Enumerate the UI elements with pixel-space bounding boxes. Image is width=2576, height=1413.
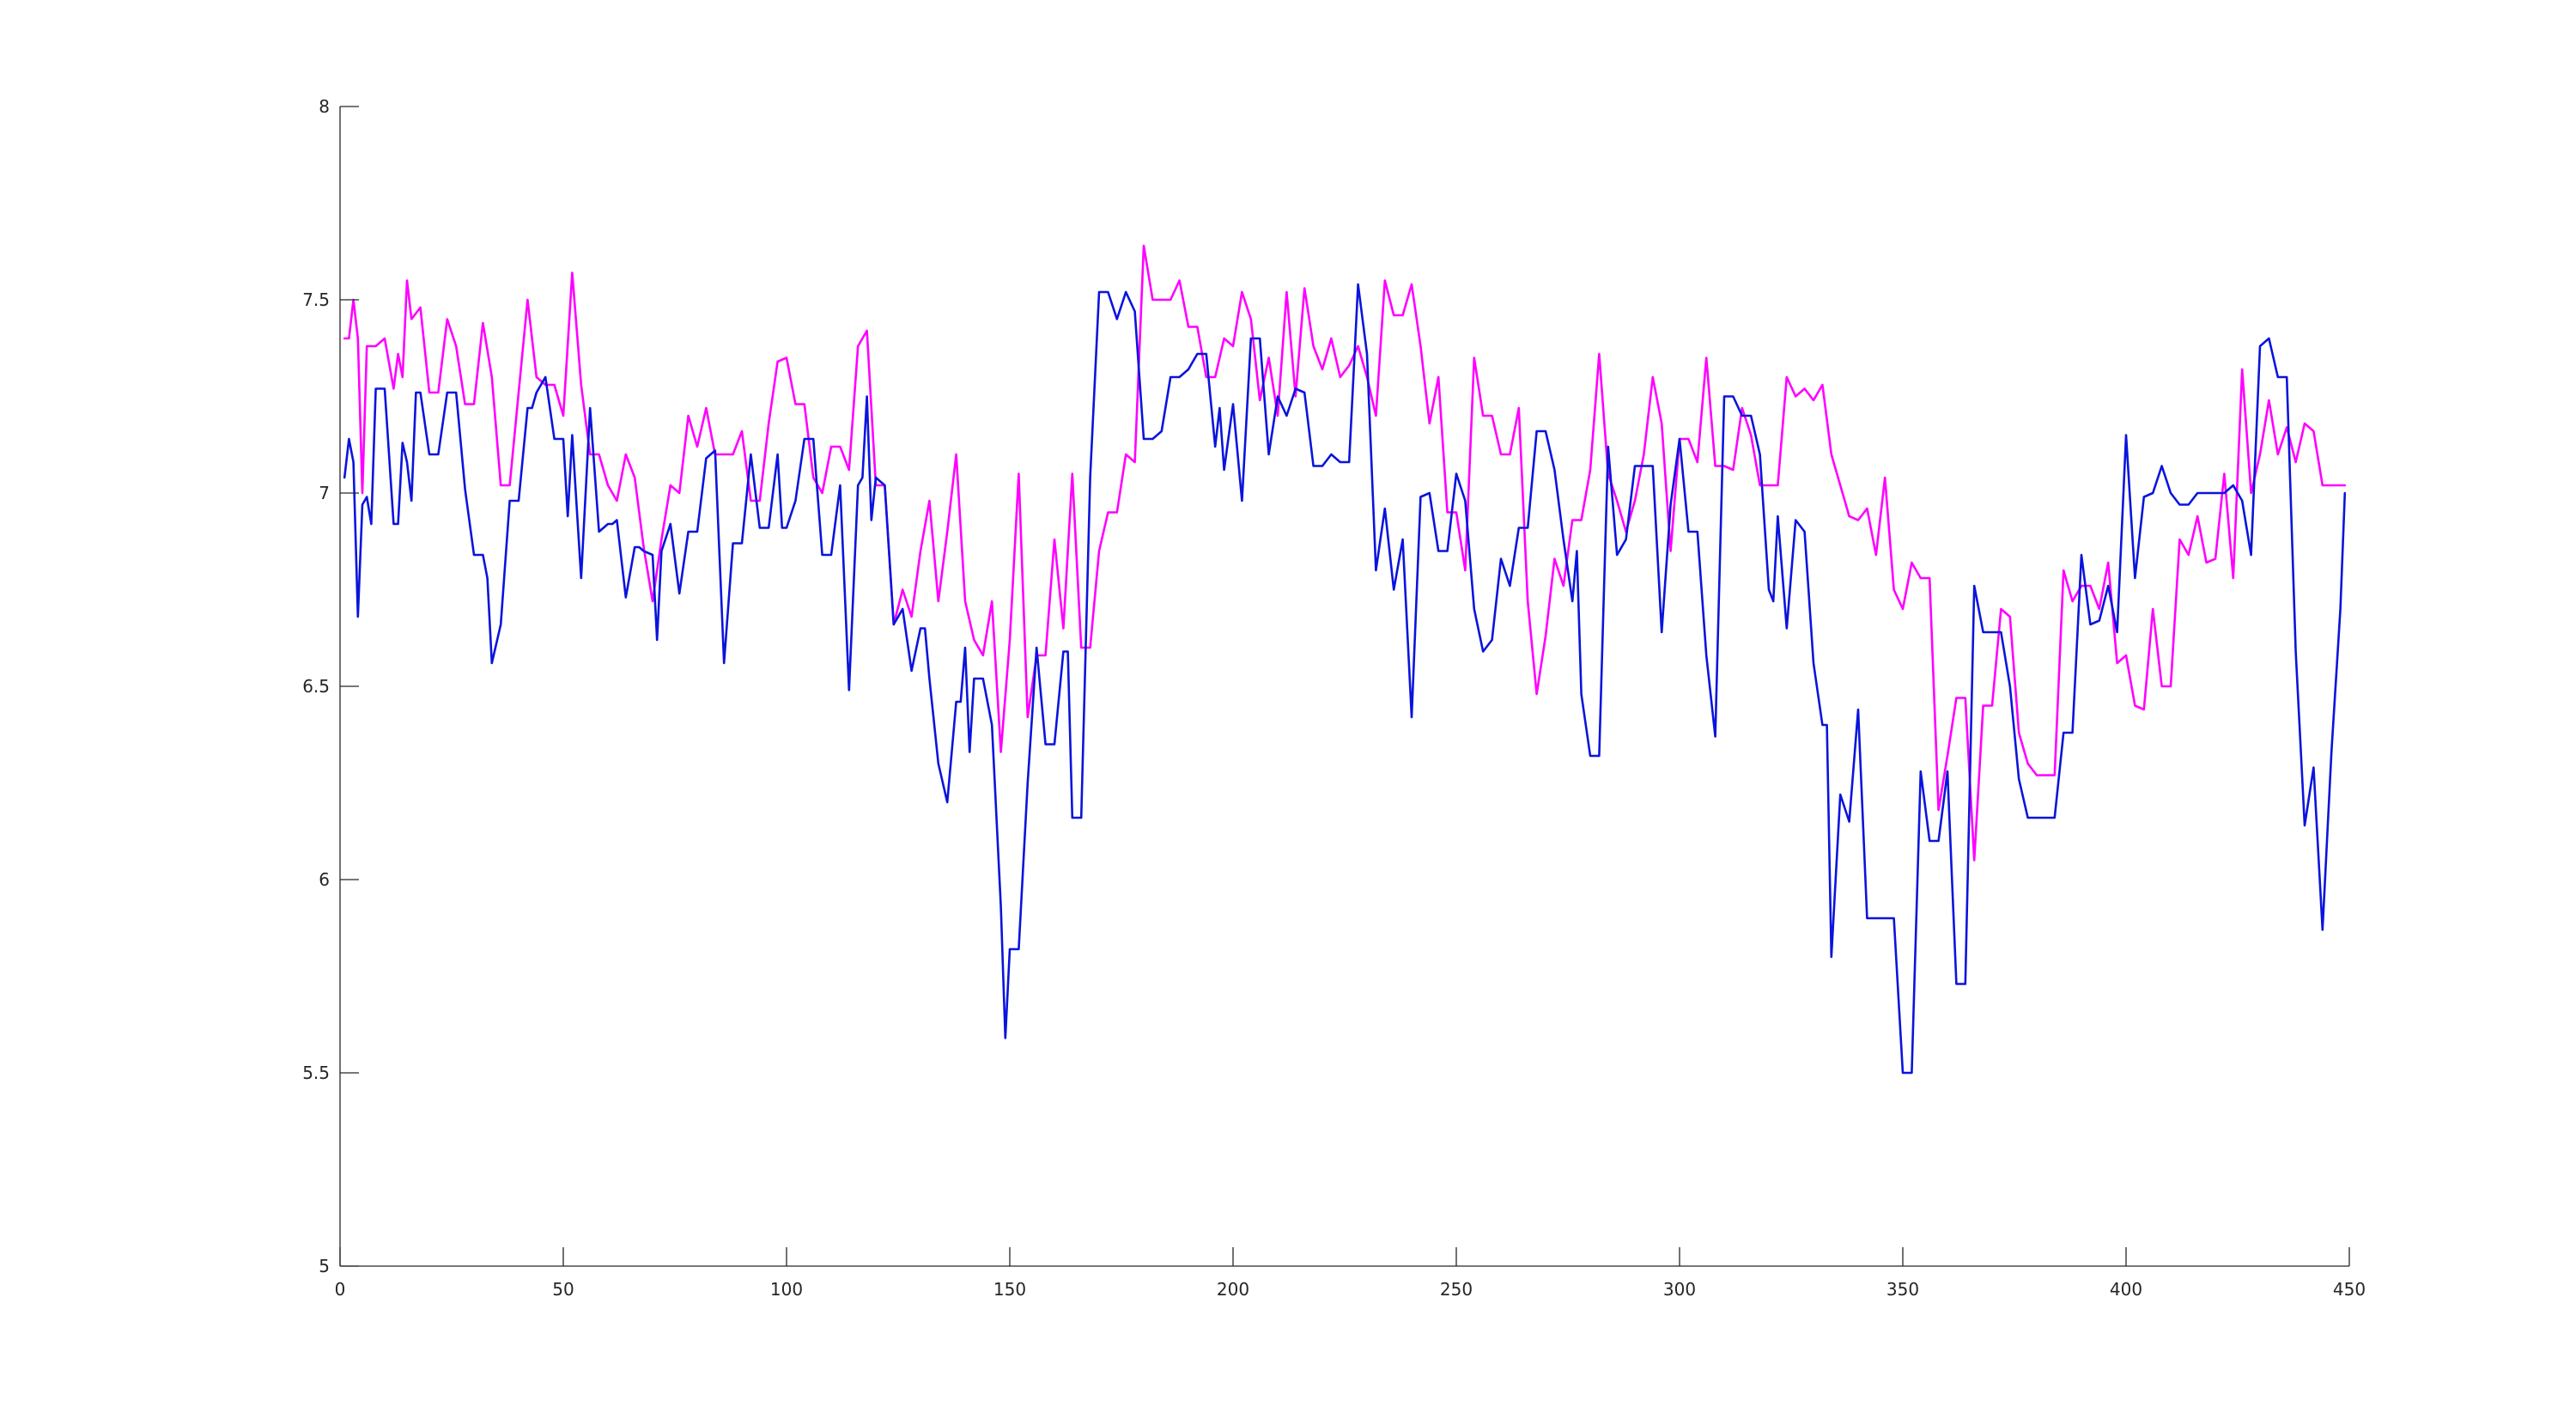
y-tick-label: 6.5 — [302, 676, 330, 697]
x-tick-label: 250 — [1440, 1279, 1473, 1300]
x-tick-label: 300 — [1663, 1279, 1696, 1300]
x-tick-label: 50 — [552, 1279, 574, 1300]
series-magenta-line — [343, 244, 2347, 862]
y-tick-label: 7 — [319, 483, 330, 503]
series-blue-line — [343, 283, 2347, 1075]
x-tick-label: 350 — [1886, 1279, 1919, 1300]
ticks-layer: 0 50 100 150 200 250 300 350 400 450 5 5.5 6 6.5 7 7.5 8 — [302, 96, 2366, 1300]
y-tick-label: 6 — [319, 869, 330, 890]
y-tick-label: 5.5 — [302, 1063, 330, 1083]
series-layer — [343, 244, 2347, 1075]
y-tick-label: 7.5 — [302, 289, 330, 310]
y-tick-label: 5 — [319, 1256, 330, 1276]
x-tick-label: 150 — [993, 1279, 1026, 1300]
y-tick-label: 8 — [319, 96, 330, 117]
x-tick-label: 0 — [335, 1279, 346, 1300]
x-tick-label: 450 — [2333, 1279, 2366, 1300]
x-tick-label: 100 — [770, 1279, 803, 1300]
axes-layer — [339, 107, 2349, 1267]
x-tick-label: 200 — [1217, 1279, 1249, 1300]
x-tick-label: 400 — [2110, 1279, 2142, 1300]
